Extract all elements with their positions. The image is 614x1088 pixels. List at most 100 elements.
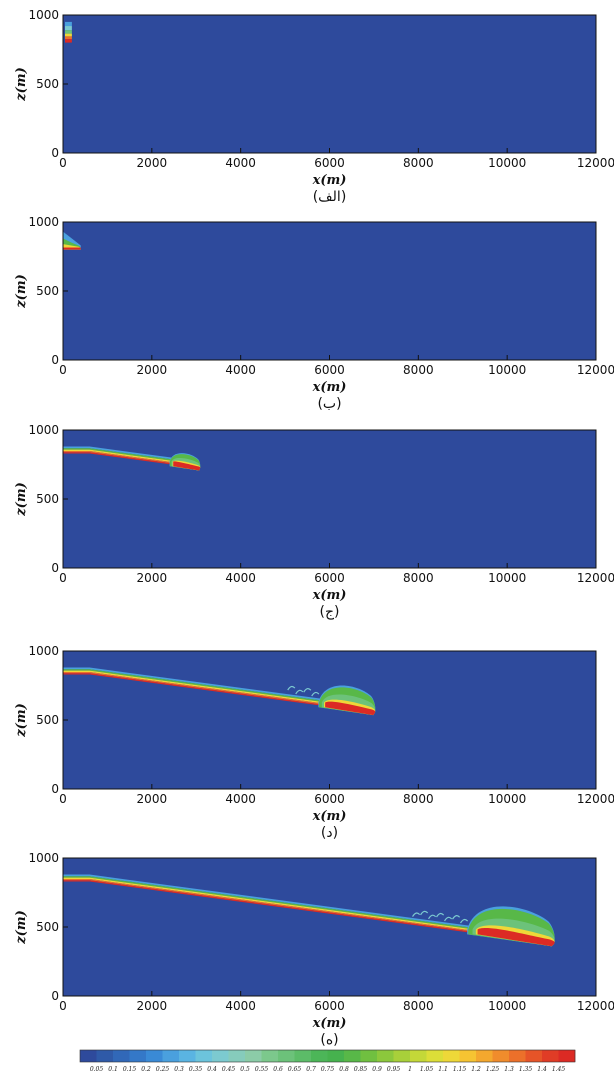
- panel-3: 0 2000 4000 6000 8000 10000 12000 0 500 1000 x(m) z…: [14, 423, 614, 620]
- current-head: [325, 701, 376, 716]
- field-background: [63, 430, 596, 568]
- current-layer: [63, 667, 376, 716]
- x-axis-label: x(m): [312, 809, 347, 824]
- x-tick-label: 8000: [403, 571, 434, 585]
- x-tick-label: 12000: [577, 156, 614, 170]
- current-layer: [63, 874, 555, 947]
- current-band: [65, 33, 72, 37]
- x-axis-label: x(m): [312, 380, 347, 395]
- colorbar-tick-label: 1.3: [504, 1066, 514, 1073]
- billow-streak: [428, 914, 437, 920]
- x-tick-label: 4000: [225, 363, 256, 377]
- x-tick-label: 8000: [403, 363, 434, 377]
- panel-caption: (د): [321, 825, 338, 841]
- colorbar-swatch: [525, 1050, 543, 1062]
- x-tick-label: 12000: [577, 999, 614, 1013]
- x-tick-label: 10000: [488, 571, 526, 585]
- colorbar-swatch: [96, 1050, 114, 1062]
- x-axis-label: x(m): [312, 173, 347, 188]
- colorbar-tick-label: 0.1: [108, 1066, 118, 1073]
- x-tick-label: 0: [59, 571, 67, 585]
- x-tick-label: 8000: [403, 999, 434, 1013]
- colorbar-tick-label: 0.2: [141, 1066, 151, 1073]
- colorbar-tick-label: 1.05: [420, 1066, 434, 1073]
- current-band: [63, 446, 192, 463]
- x-tick-label: 0: [59, 792, 67, 806]
- colorbar-tick-label: 1.35: [519, 1066, 533, 1073]
- panel-caption: (الف): [313, 189, 347, 205]
- billow-streak: [295, 689, 304, 695]
- y-tick-label: 1000: [28, 644, 59, 658]
- colorbar-swatch: [327, 1050, 345, 1062]
- x-tick-label: 10000: [488, 792, 526, 806]
- y-axis-label: z(m): [14, 274, 29, 308]
- colorbar-swatch: [459, 1050, 477, 1062]
- colorbar: 0.05 0.1 0.15 0.2 0.25 0.3 0.35 0.4 0.45 0.5 0.55 0…: [79, 1049, 576, 1073]
- y-tick-label: 500: [36, 284, 59, 298]
- x-tick-label: 10000: [488, 156, 526, 170]
- billow-streak: [436, 912, 445, 918]
- y-tick-label: 1000: [28, 215, 59, 229]
- current-band: [65, 39, 72, 43]
- colorbar-swatch: [377, 1050, 394, 1062]
- colorbar-tick-label: 0.8: [339, 1066, 349, 1073]
- colorbar-swatch: [162, 1050, 180, 1062]
- colorbar-swatch: [443, 1050, 460, 1062]
- field-background: [63, 222, 596, 360]
- colorbar-tick-label: 1.15: [453, 1066, 467, 1073]
- colorbar-swatch: [509, 1050, 526, 1062]
- billow-streak: [420, 910, 429, 916]
- current-band: [65, 26, 72, 31]
- y-axis-label: z(m): [14, 67, 29, 101]
- colorbar-tick-label: 0.4: [207, 1066, 217, 1073]
- colorbar-tick-label: 1.2: [471, 1066, 481, 1073]
- colorbar-swatch: [179, 1050, 196, 1062]
- colorbar-tick-label: 1.4: [537, 1066, 547, 1073]
- colorbar-swatch: [393, 1050, 411, 1062]
- x-tick-label: 2000: [137, 999, 168, 1013]
- billow-streak: [460, 918, 469, 924]
- colorbar-swatch: [146, 1050, 163, 1062]
- y-axis-label: z(m): [14, 703, 29, 737]
- x-tick-label: 8000: [403, 792, 434, 806]
- colorbar-tick-label: 0.65: [288, 1066, 302, 1073]
- x-tick-label: 12000: [577, 792, 614, 806]
- colorbar-tick-label: 0.3: [174, 1066, 184, 1073]
- colorbar-tick-label: 0.35: [189, 1066, 203, 1073]
- billow-streak: [287, 685, 296, 691]
- x-tick-label: 0: [59, 999, 67, 1013]
- colorbar-swatch: [228, 1050, 246, 1062]
- current-band: [65, 36, 72, 40]
- panel-caption: (ه): [320, 1032, 338, 1048]
- colorbar-tick-label: 0.05: [90, 1066, 104, 1073]
- x-tick-label: 10000: [488, 363, 526, 377]
- colorbar-swatch: [558, 1050, 576, 1062]
- y-axis-label: z(m): [14, 482, 29, 516]
- y-tick-label: 500: [36, 77, 59, 91]
- y-tick-label: 0: [51, 989, 59, 1003]
- x-tick-label: 12000: [577, 363, 614, 377]
- x-tick-label: 0: [59, 363, 67, 377]
- colorbar-swatch: [245, 1050, 262, 1062]
- panel-2: 0 2000 4000 6000 8000 10000 12000 0 500 1000 x(m) z…: [14, 215, 614, 412]
- colorbar-swatch: [80, 1050, 97, 1062]
- x-axis-label: x(m): [312, 1016, 347, 1031]
- current-band: [65, 30, 72, 34]
- current-layer: [63, 231, 81, 250]
- x-axis-label: x(m): [312, 588, 347, 603]
- field-background: [63, 15, 596, 153]
- current-band: [65, 21, 72, 27]
- colorbar-tick-label: 1.1: [438, 1066, 448, 1073]
- colorbar-swatch: [426, 1050, 444, 1062]
- current-head: [477, 928, 555, 947]
- x-tick-label: 2000: [137, 156, 168, 170]
- colorbar-swatch: [410, 1050, 427, 1062]
- panel-1: 0 2000 4000 6000 8000 10000 12000 0 500 1000 x(m) z…: [14, 8, 614, 205]
- colorbar-swatch: [294, 1050, 312, 1062]
- panel-5: 0 2000 4000 6000 8000 10000 12000 0 500 1000 x(m) z…: [14, 851, 614, 1048]
- panel-caption: (ج): [320, 604, 340, 620]
- colorbar-swatch: [129, 1050, 147, 1062]
- current-layer: [63, 446, 201, 471]
- x-tick-label: 6000: [314, 999, 345, 1013]
